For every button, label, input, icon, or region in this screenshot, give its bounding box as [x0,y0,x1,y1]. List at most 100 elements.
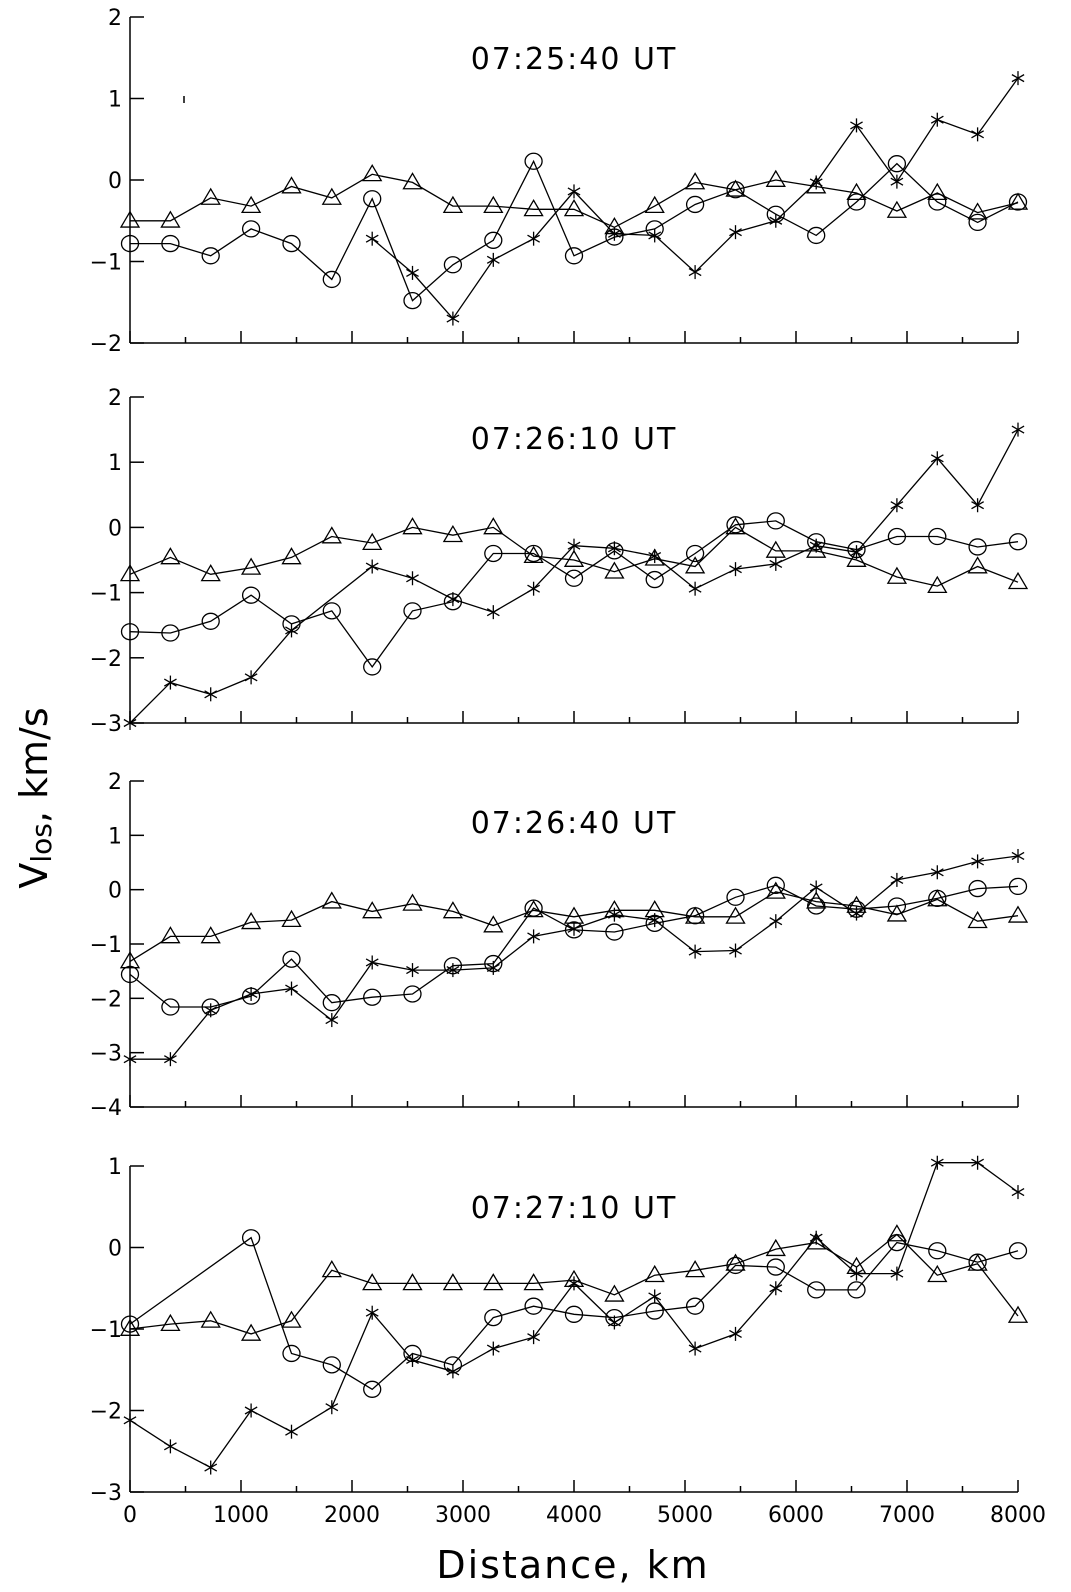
data-point-triangle [402,517,423,535]
data-point-star [930,865,944,880]
data-point-star [365,1305,379,1320]
data-point-circle [928,193,947,211]
data-point-circle [241,220,261,238]
data-point-circle [685,544,705,563]
data-point-star [850,545,863,560]
data-point-triangle [200,1310,221,1328]
data-point-triangle [321,187,342,205]
series-triangle [119,164,1029,235]
data-point-star [446,592,460,607]
panel-title: 07:27:10 UT [471,1191,678,1226]
panel-title: 07:26:10 UT [471,422,678,457]
data-point-circle [403,291,422,310]
y-tick-label: 0 [108,879,122,904]
y-tick-label: −2 [90,647,122,672]
data-point-triangle [967,910,988,929]
y-tick-label: −1 [90,251,122,276]
data-point-star [365,559,379,574]
data-point-circle [201,612,220,630]
data-point-circle [1008,193,1028,211]
y-axis-title-sub: los [25,823,58,863]
data-point-triangle [362,901,383,919]
x-tick-label: 3000 [435,1503,491,1528]
series-line-circle [129,1236,1019,1391]
data-point-circle [282,234,301,253]
data-point-circle [161,624,180,642]
data-point-star [163,675,177,690]
data-point-star [527,581,541,596]
data-point-circle [807,1281,826,1299]
data-point-star [890,1266,904,1281]
data-point-star [486,1341,500,1356]
data-point-triangle [160,210,181,228]
y-tick-label: 2 [108,386,122,411]
data-point-circle [564,247,584,265]
data-point-triangle [200,926,221,944]
y-tick-label: 0 [108,1237,122,1262]
data-point-star [729,1326,742,1341]
y-tick-label: 1 [108,824,122,849]
data-point-circle [363,1380,382,1398]
data-point-star [930,112,944,127]
data-point-circle [766,1258,785,1276]
data-point-star [1011,1185,1025,1200]
panel-3: −4 −3 −2 −1 0 1 2 07:26:40 UT [90,770,1029,1121]
data-point-circle [443,256,463,274]
data-point-star [688,944,702,959]
data-point-circle [120,234,140,253]
data-point-circle [322,1356,341,1374]
data-point-star [244,670,258,685]
data-point-star [809,880,823,895]
data-point-triangle [240,195,262,214]
data-point-star [729,943,742,958]
data-point-circle [726,888,745,906]
series-line-circle [130,159,1019,302]
series-line-star [371,77,1019,320]
y-tick-label: −4 [90,1096,122,1121]
data-point-circle [605,923,624,941]
data-point-circle [807,226,826,245]
data-point-star [809,538,823,553]
x-tick-label: 2000 [324,1503,380,1528]
data-point-circle [363,190,382,208]
data-point-star [1011,848,1025,863]
data-point-star [123,1413,137,1428]
y-tick-label: −2 [90,1400,122,1425]
data-point-triangle [281,547,302,565]
data-point-triangle [200,187,221,205]
data-point-star [123,1052,137,1067]
data-point-circle [282,950,301,968]
data-point-star [688,1341,702,1356]
data-point-star [769,914,783,929]
x-tick-label: 5000 [657,1503,713,1528]
series-line-star [129,429,1019,724]
data-point-triangle [321,1260,342,1278]
series-triangle [119,517,1029,594]
data-point-circle [968,1253,987,1271]
data-point-star [527,929,541,944]
data-point-star [204,687,218,702]
data-point-star [406,963,419,978]
data-point-circle [322,270,341,289]
data-point-circle [241,1229,261,1247]
panels: −2 −1 0 1 2 07:25:40 UT −3 −2 −1 0 1 2 07:26:10 UT −4… [90,6,1046,1528]
data-point-star [446,1364,460,1379]
data-point-circle [766,876,785,894]
data-point-triangle [523,199,544,217]
data-point-triangle [846,549,867,567]
data-point-triangle [927,1264,948,1283]
data-point-star [567,184,581,199]
data-point-circle [484,231,503,249]
data-point-star [648,549,662,564]
data-point-star [406,1352,419,1367]
data-point-triangle [160,926,181,944]
y-tick-label: −1 [90,933,122,958]
data-point-circle [887,1233,907,1252]
data-point-triangle [725,179,746,197]
data-point-triangle [362,164,383,182]
data-point-triangle [402,1273,423,1291]
data-point-triangle [160,1313,181,1332]
data-point-star [486,252,500,267]
data-point-star [406,571,419,586]
data-point-triangle [806,891,827,909]
